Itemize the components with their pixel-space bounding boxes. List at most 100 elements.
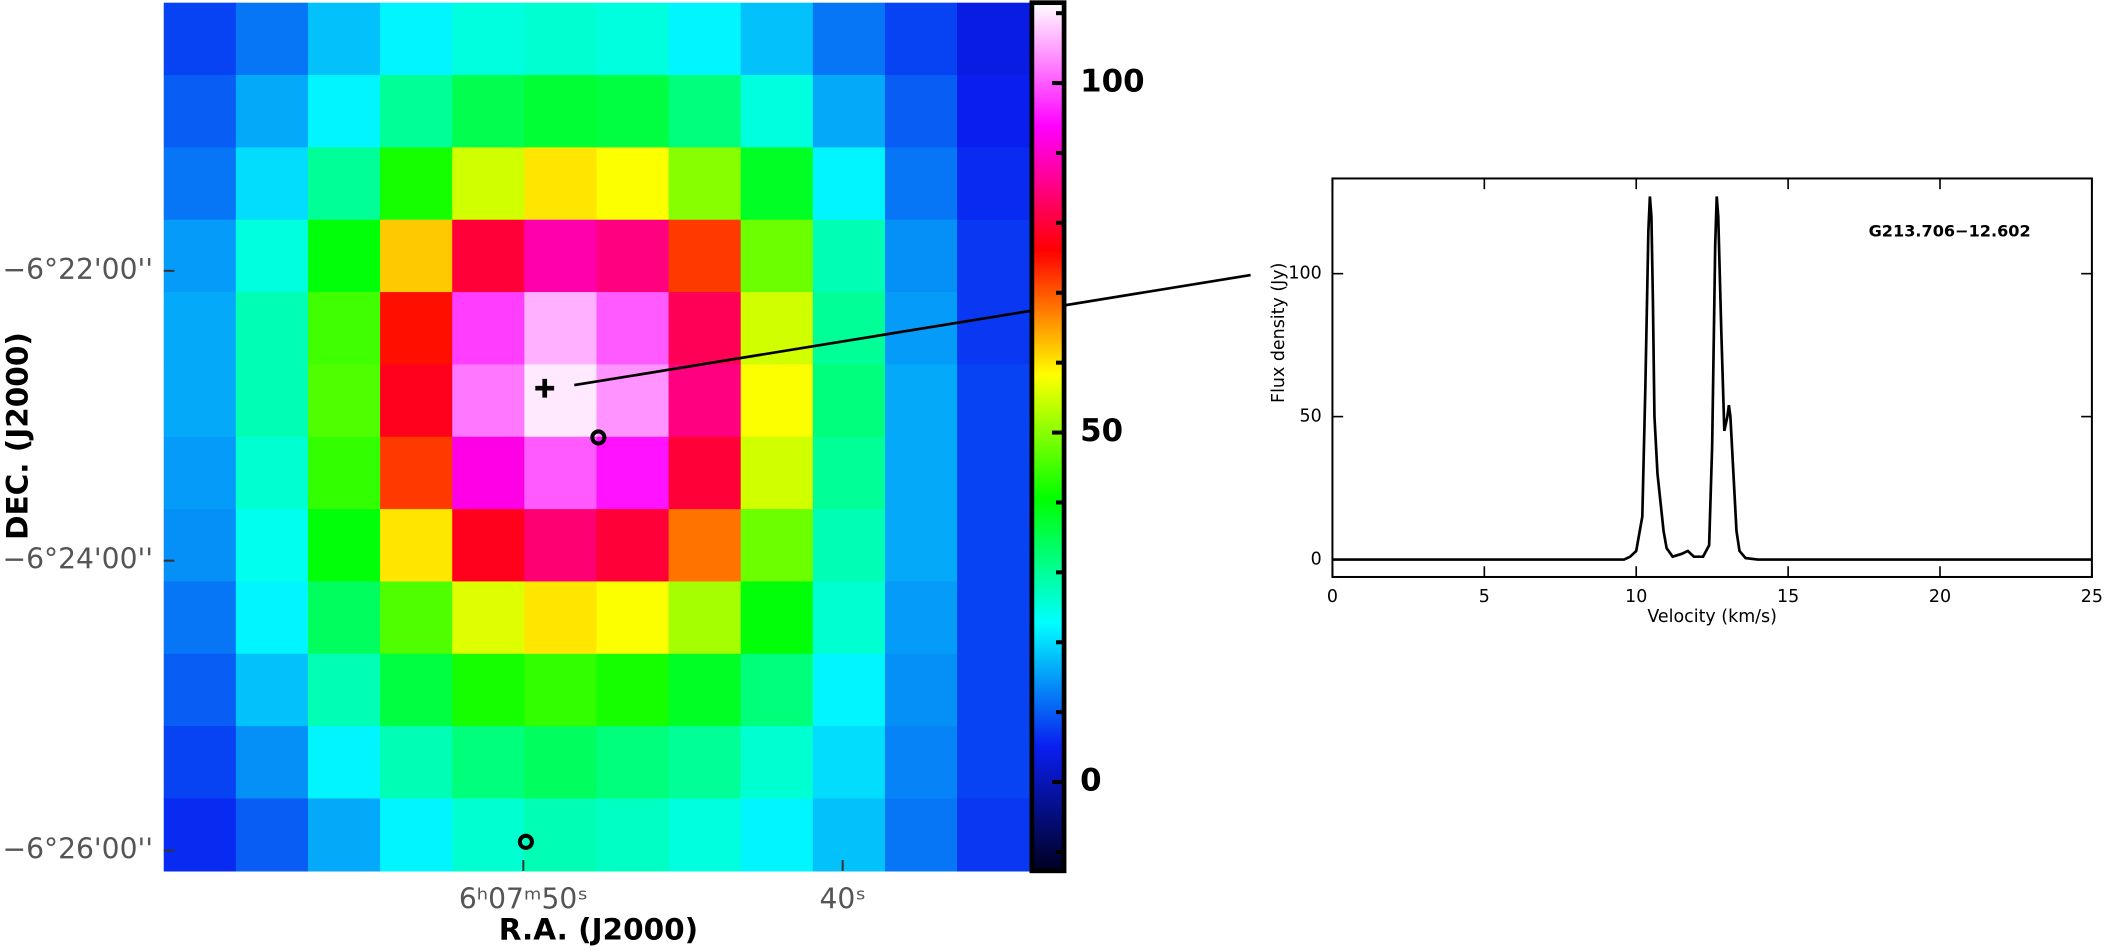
cell bbox=[163, 219, 237, 293]
cell bbox=[812, 509, 886, 583]
colorbar-tick-label: 0 bbox=[1080, 763, 1101, 799]
x-tick-label: 40ˢ bbox=[820, 882, 866, 915]
cell bbox=[596, 75, 670, 149]
x-tick-label: 25 bbox=[2081, 587, 2103, 607]
cell bbox=[668, 509, 742, 583]
cell bbox=[524, 726, 598, 800]
cell bbox=[884, 726, 958, 800]
cell bbox=[163, 726, 237, 800]
cell bbox=[235, 364, 309, 438]
cell bbox=[380, 292, 453, 366]
map bbox=[163, 2, 1030, 872]
cell bbox=[380, 147, 453, 221]
cell bbox=[524, 292, 598, 366]
cell bbox=[884, 798, 958, 872]
cell bbox=[452, 219, 526, 293]
y-tick-label: 100 bbox=[1288, 264, 1321, 284]
cross-marker bbox=[535, 378, 555, 398]
cell bbox=[957, 147, 1030, 221]
cell bbox=[235, 436, 309, 510]
cell bbox=[307, 653, 381, 727]
cell bbox=[307, 436, 381, 510]
cell bbox=[235, 292, 309, 366]
colorbar-tick-label: 50 bbox=[1080, 413, 1123, 449]
cell bbox=[596, 292, 670, 366]
cell bbox=[957, 798, 1030, 872]
cell bbox=[163, 798, 237, 872]
cell bbox=[957, 436, 1030, 510]
cell bbox=[452, 653, 526, 727]
cell bbox=[380, 726, 453, 800]
cell bbox=[163, 292, 237, 366]
cell bbox=[524, 2, 598, 76]
cell bbox=[163, 2, 237, 76]
cell bbox=[668, 726, 742, 800]
cell bbox=[452, 75, 526, 149]
cell bbox=[307, 292, 381, 366]
y-tick-label: −6°26'00'' bbox=[3, 833, 153, 866]
cell bbox=[235, 726, 309, 800]
cell bbox=[380, 2, 453, 76]
cell bbox=[524, 364, 598, 438]
y-tick-label: −6°22'00'' bbox=[3, 253, 153, 286]
cell bbox=[380, 75, 453, 149]
cell bbox=[452, 509, 526, 583]
x-tick-label: 0 bbox=[1327, 587, 1338, 607]
cell bbox=[740, 219, 814, 293]
x-tick-label: 6ʰ07ᵐ50ˢ bbox=[459, 882, 588, 915]
cell bbox=[307, 726, 381, 800]
cell bbox=[307, 2, 381, 76]
cell bbox=[957, 75, 1030, 149]
cell bbox=[307, 509, 381, 583]
cell bbox=[452, 798, 526, 872]
cell bbox=[524, 798, 598, 872]
circle-marker bbox=[517, 833, 534, 850]
cell bbox=[884, 147, 958, 221]
cell bbox=[668, 436, 742, 510]
cell bbox=[812, 364, 886, 438]
cell bbox=[524, 219, 598, 293]
cell bbox=[884, 2, 958, 76]
cell bbox=[812, 653, 886, 727]
cell bbox=[235, 2, 309, 76]
cell bbox=[812, 726, 886, 800]
cell bbox=[668, 292, 742, 366]
cell bbox=[380, 581, 453, 655]
x-tick-label: 20 bbox=[1929, 587, 1951, 607]
cell bbox=[307, 147, 381, 221]
cell bbox=[380, 436, 453, 510]
cell bbox=[524, 653, 598, 727]
cell bbox=[235, 219, 309, 293]
spectrum-line bbox=[1332, 196, 2092, 561]
cell bbox=[740, 798, 814, 872]
cell bbox=[235, 509, 309, 583]
cell bbox=[452, 436, 526, 510]
cell bbox=[668, 364, 742, 438]
cell bbox=[812, 798, 886, 872]
cell bbox=[884, 219, 958, 293]
cell bbox=[596, 436, 670, 510]
cell bbox=[957, 364, 1030, 438]
x-axis-title: R.A. (J2000) bbox=[499, 913, 698, 947]
cell bbox=[235, 581, 309, 655]
cell bbox=[957, 726, 1030, 800]
x-axis-title: Velocity (km/s) bbox=[1647, 607, 1777, 627]
cell bbox=[380, 653, 453, 727]
cell bbox=[884, 436, 958, 510]
cell bbox=[884, 75, 958, 149]
cell bbox=[163, 509, 237, 583]
cell bbox=[163, 147, 237, 221]
cell bbox=[957, 219, 1030, 293]
cell bbox=[668, 75, 742, 149]
cell bbox=[957, 581, 1030, 655]
cell bbox=[740, 509, 814, 583]
cell bbox=[596, 726, 670, 800]
cell bbox=[668, 2, 742, 76]
cell bbox=[740, 726, 814, 800]
cell bbox=[380, 364, 453, 438]
cell bbox=[884, 581, 958, 655]
cell bbox=[380, 509, 453, 583]
cell bbox=[235, 75, 309, 149]
